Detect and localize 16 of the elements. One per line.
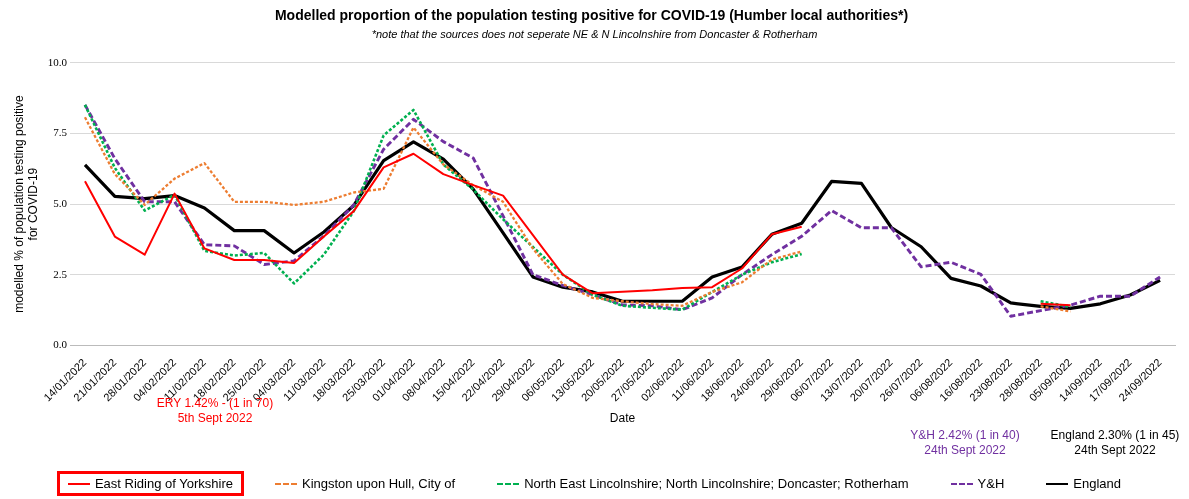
y-tick-label: 0.0 [53,338,68,351]
x-axis-title: Date [609,411,636,426]
y-axis-title: modelled % of population testing positive for COVID-19 [11,95,40,313]
text: England 2.30% (1 in 45) 24th Sept 2022 [1049,428,1181,458]
y-tick-label: 10.0 [47,55,68,68]
y-tick-label: 7.5 [53,126,68,139]
y-tick-label: 5.0 [53,196,68,209]
chart-subtitle: *note that the sources does not seperate NE & N Lincolnshire from Doncaster & Rotherham [371,28,818,40]
y-tick-label: 2.5 [53,267,68,280]
legend-label: East Riding of Yorkshire [94,476,233,491]
chart-title: Modelled proportion of the population testing positive for COVID-19 (Humber local authorities*) [274,7,909,24]
legend-label: North East Lincolnshire; North Lincolnshire; Doncaster; Rotherham [524,476,909,491]
legend-label: Kingston upon Hull, City of [301,476,456,491]
legend-label: England [1073,476,1122,491]
legend-label: Y&H [977,476,1005,491]
text: Y&H 2.42% (1 in 40) 24th Sept 2022 [909,428,1021,458]
